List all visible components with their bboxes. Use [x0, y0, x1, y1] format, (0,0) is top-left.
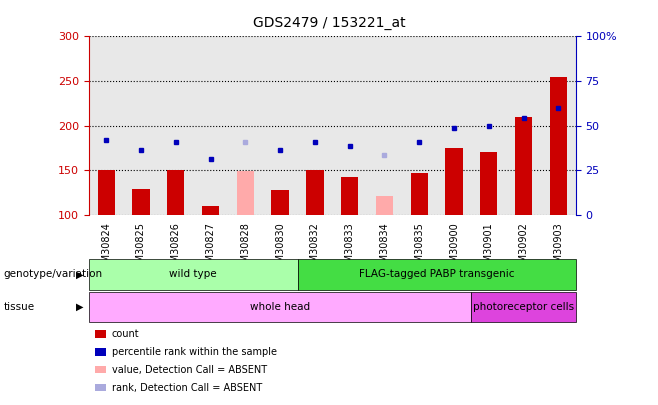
Text: whole head: whole head: [250, 302, 310, 312]
Text: percentile rank within the sample: percentile rank within the sample: [112, 347, 277, 357]
Text: ▶: ▶: [76, 269, 84, 279]
Text: genotype/variation: genotype/variation: [3, 269, 103, 279]
Bar: [376, 196, 393, 215]
Bar: [237, 171, 254, 215]
Text: FLAG-tagged PABP transgenic: FLAG-tagged PABP transgenic: [359, 269, 515, 279]
Text: ▶: ▶: [76, 302, 84, 312]
Text: photoreceptor cells: photoreceptor cells: [473, 302, 574, 312]
Bar: [97, 170, 115, 215]
Text: value, Detection Call = ABSENT: value, Detection Call = ABSENT: [112, 365, 267, 375]
Bar: [549, 77, 567, 215]
Text: rank, Detection Call = ABSENT: rank, Detection Call = ABSENT: [112, 383, 262, 392]
Bar: [411, 173, 428, 215]
Bar: [132, 189, 149, 215]
Text: count: count: [112, 329, 139, 339]
Bar: [306, 170, 324, 215]
Bar: [271, 190, 289, 215]
Text: wild type: wild type: [169, 269, 217, 279]
Bar: [480, 152, 497, 215]
Text: tissue: tissue: [3, 302, 34, 312]
Bar: [515, 117, 532, 215]
Bar: [202, 206, 219, 215]
Bar: [167, 170, 184, 215]
Text: GDS2479 / 153221_at: GDS2479 / 153221_at: [253, 16, 405, 30]
Bar: [445, 148, 463, 215]
Bar: [341, 177, 359, 215]
